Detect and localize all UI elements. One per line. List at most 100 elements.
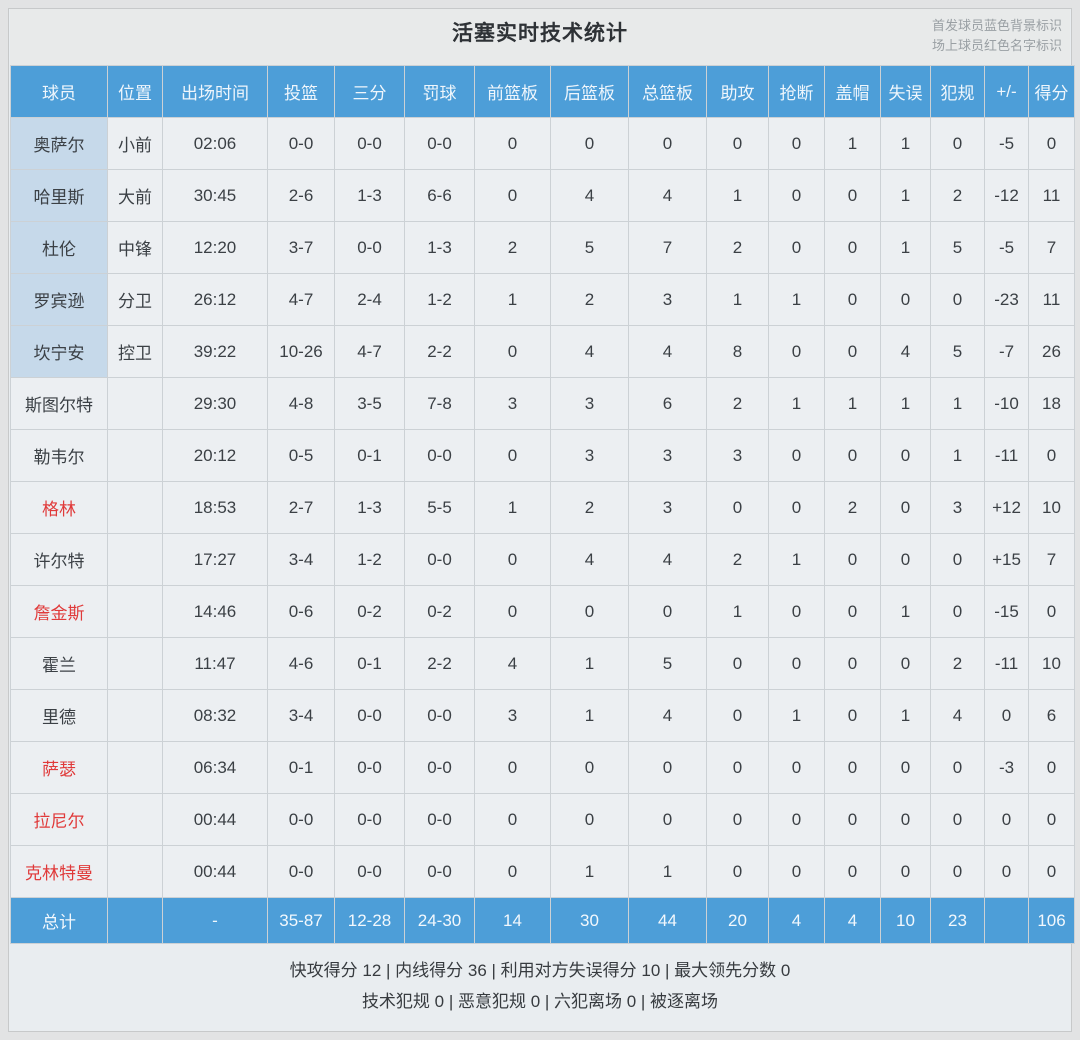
- stat-cell: -23: [984, 273, 1029, 326]
- stat-cell: 1: [550, 845, 629, 898]
- stat-cell: 1: [628, 845, 707, 898]
- player-row: 奥萨尔 小前 02:06 0-0 0-0 0-0 0 0 0 0 0 1 1 0 -5 0: [10, 117, 1075, 170]
- stat-cell: 2: [930, 637, 985, 690]
- stat-cell: 0-0: [404, 845, 475, 898]
- player-name-cell: 坎宁安: [10, 325, 108, 378]
- stat-cell: 0: [930, 845, 985, 898]
- stat-cell: 4: [628, 689, 707, 742]
- column-header-3: 投篮: [267, 65, 335, 118]
- stat-cell: 0: [768, 585, 825, 638]
- stat-cell: 0: [880, 533, 931, 586]
- stat-cell: 5: [930, 221, 985, 274]
- stat-cell: 0: [474, 117, 551, 170]
- column-header-15: 得分: [1028, 65, 1075, 118]
- player-row: 拉尼尔 00:44 0-0 0-0 0-0 0 0 0 0 0 0 0 0 0 0: [10, 793, 1075, 846]
- stat-cell: 3-4: [267, 689, 335, 742]
- stat-cell: 0-0: [334, 845, 405, 898]
- stat-cell: 0: [824, 845, 881, 898]
- stat-cell: 3-4: [267, 533, 335, 586]
- stat-cell: 0: [550, 585, 629, 638]
- position-cell: 中锋: [107, 221, 163, 274]
- stat-cell: 4: [550, 325, 629, 378]
- stat-cell: 0: [824, 273, 881, 326]
- position-cell: [107, 585, 163, 638]
- stat-cell: 0-0: [404, 793, 475, 846]
- stat-cell: 0: [768, 169, 825, 222]
- player-name-cell: 拉尼尔: [10, 793, 108, 846]
- stat-cell: 0: [474, 169, 551, 222]
- player-row: 斯图尔特 29:30 4-8 3-5 7-8 3 3 6 2 1 1 1 1 -10 18: [10, 377, 1075, 430]
- stat-cell: 0: [880, 845, 931, 898]
- stat-cell: 00:44: [162, 793, 268, 846]
- stat-cell: 3: [628, 429, 707, 482]
- stat-cell: 5: [628, 637, 707, 690]
- stats-table: 球员 位置 出场时间 投篮 三分 罚球 前篮板 后篮板 总篮板 助攻 抢断 盖帽 失误 犯规 +/- 得分 奥…: [10, 65, 1075, 944]
- stat-cell: 0: [768, 429, 825, 482]
- stat-cell: 0-1: [334, 637, 405, 690]
- player-row: 克林特曼 00:44 0-0 0-0 0-0 0 1 1 0 0 0 0 0 0 0: [10, 845, 1075, 898]
- stat-cell: 3: [628, 273, 707, 326]
- stat-cell: 0-0: [334, 741, 405, 794]
- stat-cell: 4-7: [267, 273, 335, 326]
- stat-cell: 0: [550, 117, 629, 170]
- stat-cell: +12: [984, 481, 1029, 534]
- stat-cell: 0: [930, 117, 985, 170]
- stat-cell: 26: [1028, 325, 1075, 378]
- totals-stat-cell: 14: [474, 897, 551, 944]
- stat-cell: 0: [550, 741, 629, 794]
- stat-cell: 1: [768, 689, 825, 742]
- stat-cell: 17:27: [162, 533, 268, 586]
- player-name-cell: 格林: [10, 481, 108, 534]
- stat-cell: 11: [1028, 273, 1075, 326]
- stat-cell: 0: [474, 325, 551, 378]
- stat-cell: 1: [880, 221, 931, 274]
- stat-cell: 0: [706, 741, 769, 794]
- totals-stat-cell: 24-30: [404, 897, 475, 944]
- totals-stat-cell: 12-28: [334, 897, 405, 944]
- stat-cell: 0: [628, 117, 707, 170]
- player-name-cell: 杜伦: [10, 221, 108, 274]
- player-row: 许尔特 17:27 3-4 1-2 0-0 0 4 4 2 1 0 0 0 +15 7: [10, 533, 1075, 586]
- stat-cell: 0-0: [404, 117, 475, 170]
- totals-stat-cell: 23: [930, 897, 985, 944]
- player-row: 里德 08:32 3-4 0-0 0-0 3 1 4 0 1 0 1 4 0 6: [10, 689, 1075, 742]
- stat-cell: 6: [628, 377, 707, 430]
- stat-cell: 0-0: [334, 793, 405, 846]
- column-header-7: 后篮板: [550, 65, 629, 118]
- player-name-cell: 奥萨尔: [10, 117, 108, 170]
- stat-cell: 4-7: [334, 325, 405, 378]
- position-cell: 控卫: [107, 325, 163, 378]
- stat-cell: 0-0: [334, 117, 405, 170]
- stat-cell: 20:12: [162, 429, 268, 482]
- stat-cell: 0: [824, 533, 881, 586]
- stat-cell: 0: [1028, 741, 1075, 794]
- legend-oncourt-note: 场上球员红色名字标识: [931, 37, 1062, 53]
- stat-cell: 0: [1028, 429, 1075, 482]
- stat-cell: 0: [768, 741, 825, 794]
- stat-cell: 10: [1028, 637, 1075, 690]
- stat-cell: 0: [706, 689, 769, 742]
- stat-cell: 0: [768, 637, 825, 690]
- position-cell: [107, 533, 163, 586]
- stat-cell: 0: [880, 429, 931, 482]
- stat-cell: 6: [1028, 689, 1075, 742]
- totals-stat-cell: 4: [768, 897, 825, 944]
- totals-position-cell: [107, 897, 163, 944]
- stat-cell: 5: [550, 221, 629, 274]
- stat-cell: 3: [550, 377, 629, 430]
- stat-cell: 0: [768, 845, 825, 898]
- stat-cell: 1-3: [334, 169, 405, 222]
- stat-cell: 1: [880, 585, 931, 638]
- stat-cell: 0-0: [404, 429, 475, 482]
- table-body: 奥萨尔 小前 02:06 0-0 0-0 0-0 0 0 0 0 0 1 1 0 -5 0 哈里斯 大前 30:45…: [10, 117, 1075, 898]
- stat-cell: 6-6: [404, 169, 475, 222]
- stat-cell: 26:12: [162, 273, 268, 326]
- stat-cell: -5: [984, 221, 1029, 274]
- player-name-cell: 斯图尔特: [10, 377, 108, 430]
- stat-cell: 0: [474, 845, 551, 898]
- stat-cell: 0: [880, 273, 931, 326]
- position-cell: 分卫: [107, 273, 163, 326]
- column-header-13: 犯规: [930, 65, 985, 118]
- stat-cell: 0: [824, 169, 881, 222]
- stat-cell: 11: [1028, 169, 1075, 222]
